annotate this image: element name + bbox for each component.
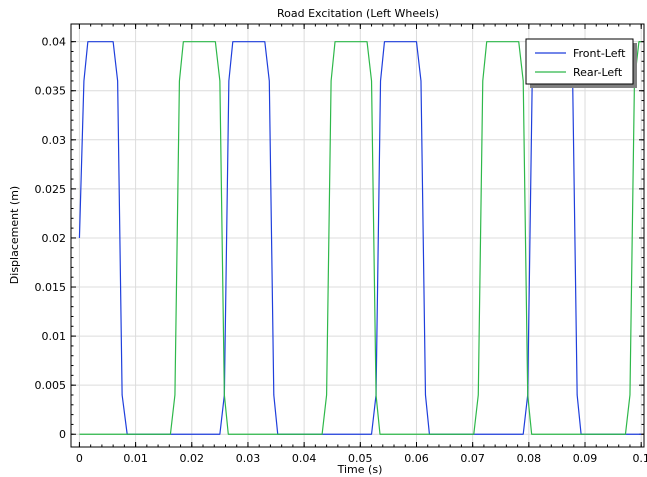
x-tick-label: 0.06 [404, 452, 429, 465]
x-tick-label: 0.05 [348, 452, 373, 465]
legend: Front-Left Rear-Left [525, 38, 637, 88]
y-tick-label: 0.01 [42, 330, 67, 343]
y-tick-label: 0.04 [42, 36, 67, 49]
x-tick-label: 0.01 [123, 452, 148, 465]
y-tick-label: 0.005 [35, 379, 67, 392]
x-tick-label: 0.03 [236, 452, 261, 465]
legend-label: Rear-Left [573, 66, 623, 79]
x-tick-label: 0.1 [632, 452, 647, 465]
plot-area-frame [70, 23, 645, 448]
x-tick-label: 0.08 [517, 452, 542, 465]
y-tick-label: 0.02 [42, 232, 67, 245]
x-axis-title: Time (s) [337, 463, 383, 476]
x-tick-label: 0 [76, 452, 83, 465]
y-tick-label: 0.03 [42, 134, 67, 147]
y-tick-label: 0.015 [35, 281, 67, 294]
series-line-rear-left [79, 41, 642, 435]
legend-box [525, 38, 634, 85]
chart-title: Road Excitation (Left Wheels) [277, 7, 439, 20]
y-tick-label: 0.035 [35, 85, 67, 98]
axis-ticks: 0 0.01 0.02 0.03 0.04 0.05 0.06 0.07 0.08 0.09 0.1… [35, 24, 647, 465]
y-axis-title: Displacement (m) [8, 186, 21, 284]
legend-label: Front-Left [573, 47, 626, 60]
x-tick-label: 0.02 [180, 452, 205, 465]
x-tick-label: 0.07 [460, 452, 485, 465]
x-tick-label: 0.09 [573, 452, 598, 465]
y-tick-label: 0 [59, 428, 66, 441]
y-tick-label: 0.025 [35, 183, 67, 196]
x-tick-label: 0.04 [292, 452, 317, 465]
